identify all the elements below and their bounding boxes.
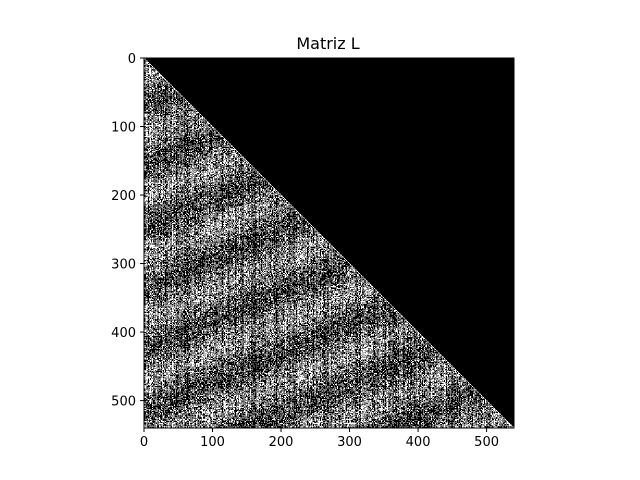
plot-frame: [143, 57, 515, 429]
x-axis: 0 100 200 300 400 500: [140, 428, 499, 450]
y-axis: 0 100 200 300 400 500: [111, 52, 144, 410]
x-tick-label: 500: [474, 435, 499, 450]
x-tick-label: 100: [200, 435, 225, 450]
chart-title: Matriz L: [296, 34, 359, 53]
y-tick-label: 400: [111, 326, 136, 341]
y-tick-label: 0: [128, 52, 136, 67]
x-tick-label: 200: [269, 435, 294, 450]
matrix-sparsity-image: [144, 58, 514, 428]
y-tick-label: 500: [111, 395, 136, 410]
x-tick-label: 400: [406, 435, 431, 450]
y-tick-label: 100: [111, 121, 136, 136]
y-tick-label: 300: [111, 258, 136, 273]
y-tick-label: 200: [111, 189, 136, 204]
plot-area: [143, 57, 515, 429]
x-tick-label: 300: [337, 435, 362, 450]
x-tick-label: 0: [140, 435, 148, 450]
